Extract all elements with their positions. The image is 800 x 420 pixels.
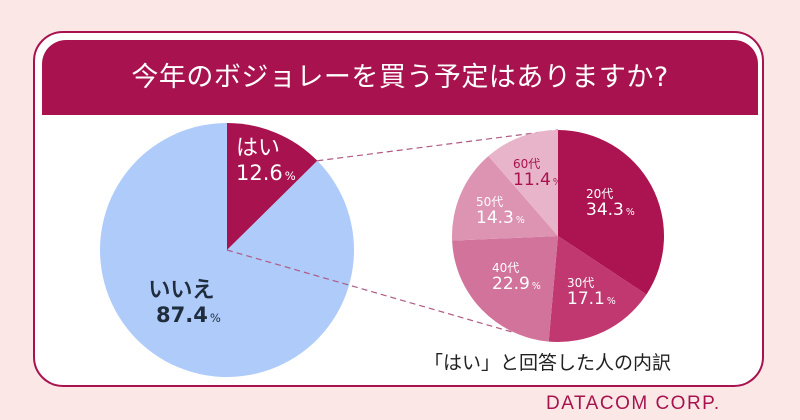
connector-line-0 (317, 129, 559, 162)
slice-name: 60代 (513, 157, 541, 171)
breakdown-pie (452, 130, 664, 342)
slice-name: 50代 (476, 195, 504, 209)
slice-unit: % (531, 281, 541, 293)
slice-label-yes: はい 12.6% (236, 136, 296, 185)
slice-value: 14.3 (476, 208, 514, 229)
chart-title: 今年のボジョレーを買う予定はありますか? (131, 62, 669, 93)
breakdown-pie-slice-1 (548, 236, 647, 342)
slice-label-60s: 60代 11.4% (513, 157, 562, 191)
breakdown-pie-slice-4 (488, 130, 558, 236)
slice-name: いいえ (148, 278, 215, 303)
slice-name: 30代 (567, 276, 595, 290)
slice-value: 17.1 (567, 289, 605, 310)
breakdown-pie-slice-3 (452, 156, 558, 241)
slice-value: 11.4 (513, 170, 551, 191)
slice-unit: % (515, 215, 525, 227)
slice-value: 22.9 (492, 274, 530, 295)
slice-label-50s: 50代 14.3% (476, 195, 525, 229)
slice-value: 12.6 (236, 161, 283, 186)
breakdown-pie-slice-2 (452, 236, 558, 342)
slice-value: 34.3 (586, 200, 624, 221)
connector-lines (226, 129, 559, 333)
slice-unit: % (209, 311, 221, 326)
title-banner (42, 40, 758, 115)
main-pie-slice-1 (99, 123, 354, 377)
slice-name: 40代 (492, 261, 520, 275)
slice-unit: % (606, 296, 616, 308)
brand-logo-text: DATACOM CORP. (546, 393, 721, 414)
slice-unit: % (284, 169, 296, 184)
slice-label-20s: 20代 34.3% (586, 187, 635, 221)
slice-value: 87.4 (156, 303, 208, 328)
slice-name: はい (236, 136, 281, 161)
slice-name: 20代 (586, 187, 614, 201)
slice-unit: % (625, 207, 635, 219)
main-pie (99, 123, 354, 377)
slice-label-30s: 30代 17.1% (567, 276, 616, 310)
slice-label-40s: 40代 22.9% (492, 261, 541, 295)
slice-label-no: いいえ 87.4% (142, 278, 221, 328)
slice-unit: % (552, 177, 562, 189)
main-pie-slice-0 (227, 123, 318, 250)
breakdown-caption: 「はい」と回答した人の内訳 (424, 352, 672, 374)
breakdown-pie-slice-0 (558, 130, 664, 295)
